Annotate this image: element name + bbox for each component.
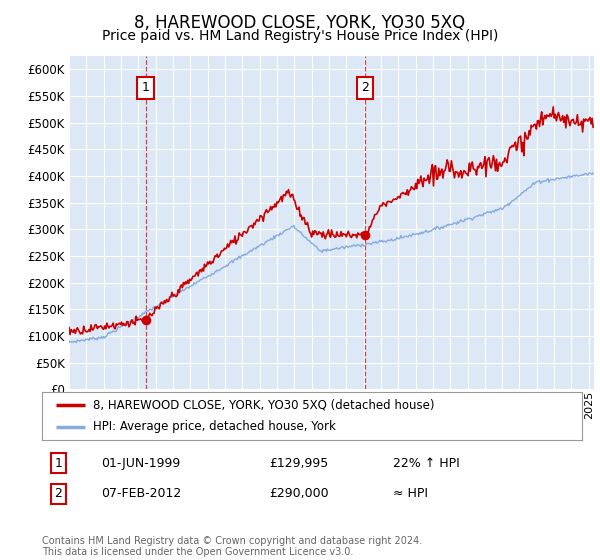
Text: HPI: Average price, detached house, York: HPI: Average price, detached house, York — [94, 420, 336, 433]
Text: 2: 2 — [361, 82, 369, 95]
Text: 07-FEB-2012: 07-FEB-2012 — [101, 487, 182, 501]
Text: £290,000: £290,000 — [269, 487, 328, 501]
Text: 22% ↑ HPI: 22% ↑ HPI — [393, 456, 460, 470]
Text: Price paid vs. HM Land Registry's House Price Index (HPI): Price paid vs. HM Land Registry's House … — [102, 29, 498, 43]
Text: 8, HAREWOOD CLOSE, YORK, YO30 5XQ: 8, HAREWOOD CLOSE, YORK, YO30 5XQ — [134, 14, 466, 32]
Text: 01-JUN-1999: 01-JUN-1999 — [101, 456, 181, 470]
Text: 8, HAREWOOD CLOSE, YORK, YO30 5XQ (detached house): 8, HAREWOOD CLOSE, YORK, YO30 5XQ (detac… — [94, 398, 435, 412]
Text: Contains HM Land Registry data © Crown copyright and database right 2024.
This d: Contains HM Land Registry data © Crown c… — [42, 535, 422, 557]
Text: 2: 2 — [54, 487, 62, 501]
Text: ≈ HPI: ≈ HPI — [393, 487, 428, 501]
Text: £129,995: £129,995 — [269, 456, 328, 470]
Text: 1: 1 — [142, 82, 149, 95]
Text: 1: 1 — [54, 456, 62, 470]
